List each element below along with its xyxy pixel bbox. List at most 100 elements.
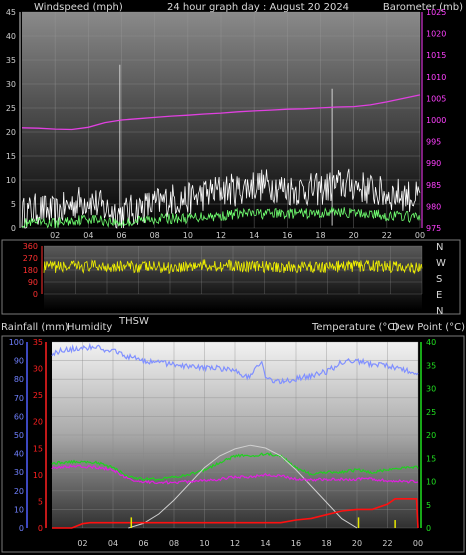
rain-tick-label: 25 — [33, 391, 43, 400]
rain-tick-label: 5 — [38, 497, 43, 506]
windspeed-tick-label: 25 — [6, 104, 16, 113]
x-tick-label: 10 — [199, 539, 209, 548]
barometer-tick-label: 1020 — [426, 30, 446, 39]
temperature-tick-label: 35 — [426, 361, 436, 370]
x-tick-label: 08 — [150, 231, 160, 240]
barometer-tick-label: 980 — [426, 202, 441, 211]
windspeed-tick-label: 30 — [6, 80, 16, 89]
barometer-tick-label: 1010 — [426, 73, 446, 82]
temperature-tick-label: 20 — [426, 431, 436, 440]
series-dew-point-c — [51, 464, 419, 485]
series-wind-speed — [21, 206, 421, 229]
barometer-tick-label: 1005 — [426, 94, 446, 103]
humidity-tick-label: 90 — [14, 357, 24, 366]
humidity-tick-label: 40 — [14, 450, 24, 459]
barometer-tick-label: 975 — [426, 224, 441, 233]
x-tick-label: 16 — [291, 539, 301, 548]
x-tick-label: 20 — [349, 231, 359, 240]
windspeed-tick-label: 15 — [6, 152, 16, 161]
temperature-tick-label: 15 — [426, 454, 436, 463]
barometer-tick-label: 1000 — [426, 116, 446, 125]
rain-tick-label: 15 — [33, 444, 43, 453]
rain-tick-label: 20 — [33, 418, 43, 427]
direction-tick-label: 90 — [28, 278, 38, 287]
rain-tick-label: 10 — [33, 471, 43, 480]
direction-tick-label: 270 — [23, 254, 38, 263]
direction-tick-label: 0 — [33, 290, 38, 299]
temperature-tick-label: 0 — [426, 524, 431, 533]
compass-label: E — [436, 290, 442, 301]
x-tick-label: 06 — [116, 231, 126, 240]
rainfall-label: Rainfall (mm) — [1, 322, 69, 333]
temperature-tick-label: 10 — [426, 478, 436, 487]
windspeed-tick-label: 20 — [6, 128, 16, 137]
barometer-tick-label: 1025 — [426, 8, 446, 17]
x-tick-label: 14 — [260, 539, 270, 548]
humidity-tick-label: 80 — [14, 375, 24, 384]
series-rainfall-mm — [52, 498, 419, 529]
climate-panel-frame — [1, 335, 465, 553]
x-tick-label: 18 — [321, 539, 331, 548]
humidity-tick-label: 100 — [9, 338, 24, 347]
series-barometer — [21, 94, 421, 131]
rain-tick-label: 30 — [33, 365, 43, 374]
x-tick-label: 16 — [282, 231, 292, 240]
compass-label: W — [436, 258, 446, 269]
x-tick-label: 02 — [77, 539, 87, 548]
x-tick-label: 06 — [138, 539, 148, 548]
series-temperature-c — [51, 452, 419, 482]
temperature-tick-label: 5 — [426, 501, 431, 510]
compass-label: N — [436, 306, 443, 317]
climate-chart: 02 04 06 08 10 12 14 16 18 20 22 000102030405060708… — [1, 335, 465, 553]
x-tick-label: 02 — [50, 231, 60, 240]
temperature-label: Temperature (°C) — [311, 322, 398, 333]
windspeed-axis-label: Windspeed (mph) — [34, 2, 123, 13]
humidity-tick-label: 30 — [14, 468, 24, 477]
windspeed-tick-label: 10 — [6, 176, 16, 185]
windspeed-tick-label: 40 — [6, 32, 16, 41]
direction-tick-label: 360 — [23, 242, 38, 251]
barometer-tick-label: 985 — [426, 181, 441, 190]
x-tick-label: 00 — [413, 539, 423, 548]
x-tick-label: 10 — [183, 231, 193, 240]
humidity-tick-label: 0 — [19, 524, 24, 533]
x-tick-label: 12 — [216, 231, 226, 240]
barometer-tick-label: 1015 — [426, 51, 446, 60]
windspeed-tick-label: 0 — [11, 224, 16, 233]
compass-label: S — [436, 274, 442, 285]
humidity-tick-label: 60 — [14, 412, 24, 421]
humidity-tick-label: 50 — [14, 431, 24, 440]
direction-panel-frame — [1, 239, 461, 315]
temperature-tick-label: 30 — [426, 385, 436, 394]
humidity-tick-label: 10 — [14, 505, 24, 514]
thsw-label: THSW — [118, 316, 149, 327]
series-wind-direction — [43, 259, 423, 275]
windspeed-tick-label: 5 — [11, 200, 16, 209]
x-tick-label: 00 — [415, 231, 425, 240]
barometer-tick-label: 995 — [426, 138, 441, 147]
humidity-tick-label: 70 — [14, 394, 24, 403]
windspeed-tick-label: 35 — [6, 56, 16, 65]
rain-tick-label: 0 — [38, 524, 43, 533]
barometer-axis-label: Barometer (mb) — [383, 2, 463, 13]
x-tick-label: 08 — [169, 539, 179, 548]
barometer-tick-label: 990 — [426, 159, 441, 168]
temperature-tick-label: 40 — [426, 338, 436, 347]
humidity-label: Humidity — [67, 322, 112, 333]
series-thsw — [128, 444, 358, 529]
dewpoint-label: Dew Point (°C) — [392, 322, 465, 333]
x-tick-label: 04 — [108, 539, 118, 548]
x-tick-label: 14 — [249, 231, 259, 240]
x-tick-label: 12 — [230, 539, 240, 548]
chart-title: 24 hour graph day : August 20 2024 — [167, 2, 349, 13]
series-humidity — [51, 342, 419, 385]
humidity-tick-label: 20 — [14, 487, 24, 496]
windspeed-tick-label: 45 — [6, 8, 16, 17]
x-tick-label: 22 — [382, 231, 392, 240]
x-tick-label: 22 — [382, 539, 392, 548]
x-tick-label: 18 — [315, 231, 325, 240]
wind-chart: 02 04 06 08 10 12 14 16 18 20 22 000510152025303540… — [6, 8, 447, 240]
rain-tick-label: 35 — [33, 338, 43, 347]
